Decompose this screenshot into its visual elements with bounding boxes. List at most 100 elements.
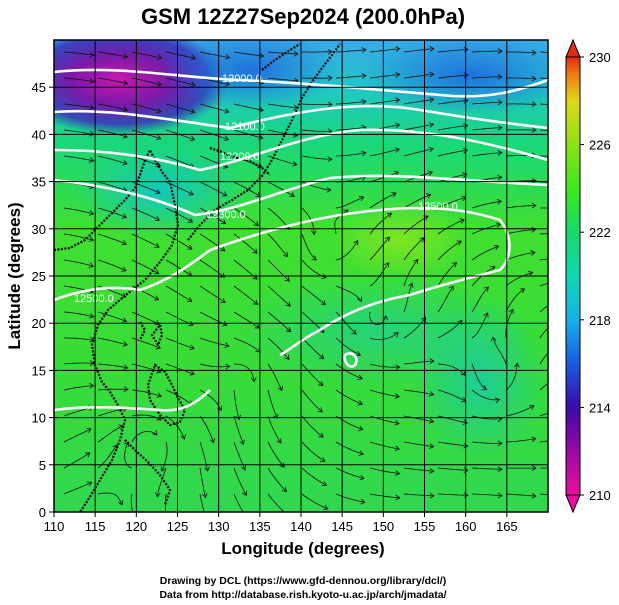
streamline-8 (335, 49, 366, 53)
streamline-arrow-67 (327, 156, 333, 163)
streamline-176 (437, 320, 463, 339)
streamline-104 (540, 207, 548, 209)
streamline-244 (199, 467, 206, 498)
streamline-arrow-114 (386, 212, 393, 218)
streamline-arrow-112 (311, 255, 317, 261)
streamline-arrow-47 (156, 134, 162, 141)
streamline-30 (63, 103, 94, 109)
streamline-arrow-98 (358, 195, 365, 202)
streamline-4 (199, 51, 230, 58)
streamline-arrow-0 (89, 51, 95, 58)
streamline-arrow-268 (531, 492, 537, 499)
streamline-arrow-219 (394, 420, 400, 426)
streamline-arrow-201 (273, 413, 279, 420)
streamline-arrow-137 (153, 295, 160, 301)
streamline-arrow-226 (118, 424, 124, 430)
streamline-arrow-60 (88, 157, 95, 163)
streamline-arrow-51 (293, 132, 299, 138)
contour-labels: 12000.0 12100.0 12200.0 12300.0 12500.0 … (74, 73, 458, 305)
streamline-128 (335, 240, 359, 261)
y-tick-label-10: 10 (32, 411, 46, 426)
streamline-229 (199, 441, 209, 472)
streamline-1 (97, 51, 128, 58)
streamline-151 (97, 311, 127, 322)
credit-drawing: Drawing by DCL (https://www.gfd-dennou.o… (160, 575, 446, 587)
streamline-11 (437, 49, 468, 53)
plot-area: 12000.0 12100.0 12200.0 12300.0 12500.0 … (54, 40, 560, 512)
streamline-233 (335, 441, 364, 455)
streamline-112 (301, 233, 317, 261)
streamline-231 (267, 441, 285, 468)
x-tick-label-150: 150 (372, 519, 394, 534)
streamline-36 (267, 103, 298, 109)
streamline-134 (539, 258, 548, 261)
streamline-10 (403, 48, 434, 53)
x-tick-label-145: 145 (331, 519, 353, 534)
streamline-arrow-192 (481, 385, 488, 391)
streamline-19 (199, 77, 230, 85)
streamline-arrow-131 (456, 240, 462, 246)
streamline-arrow-169 (224, 342, 230, 348)
streamline-264 (369, 493, 400, 499)
streamline-145 (403, 259, 419, 287)
streamline-57 (471, 127, 502, 131)
streamline-arrow-214 (209, 437, 215, 444)
streamline-31 (97, 103, 128, 111)
streamline-arrow-193 (490, 336, 497, 342)
streamline-arrow-97 (311, 230, 317, 236)
streamline-209 (539, 382, 548, 391)
streamline-arrow-247 (321, 481, 328, 487)
streamline-215 (233, 415, 244, 445)
streamline-257 (130, 493, 134, 512)
streamline-arrow-90 (88, 210, 95, 216)
streamline-arrow-172 (318, 354, 325, 360)
streamline-arrow-183 (189, 370, 195, 376)
streamline-arrow-158 (351, 329, 357, 335)
streamline-arrow-194 (555, 341, 560, 345)
streamline-226 (97, 425, 124, 443)
streamline-129 (369, 236, 390, 261)
y-axis-label: Latitude (degrees) (5, 202, 24, 349)
streamline-90 (63, 207, 94, 215)
streamline-arrow-43 (531, 101, 537, 108)
streamline-110 (233, 233, 258, 254)
streamline-216 (267, 415, 282, 444)
streamline-arrow-120 (88, 262, 95, 268)
streamline-16 (97, 77, 128, 84)
streamline-69 (369, 148, 400, 157)
streamline-232 (301, 441, 326, 462)
y-tick-label-5: 5 (39, 458, 46, 473)
streamline-170 (233, 337, 261, 353)
streamline-arrow-84 (393, 170, 400, 177)
streamline-33 (165, 103, 195, 113)
streamline-arrow-13 (531, 49, 537, 56)
colorbar: 210 214 218 222 226 230 (565, 38, 611, 514)
graticule (54, 40, 548, 512)
colorbar-tick-label-218: 218 (589, 313, 611, 328)
streamline-60 (63, 155, 94, 162)
streamline-193 (492, 337, 507, 365)
x-axis-ticks: 110 115 120 125 130 135 140 145 150 155 160 165 (44, 512, 518, 534)
streamline-arrow-159 (382, 315, 389, 321)
asia-coastline (54, 147, 180, 512)
streamline-148 (505, 272, 533, 287)
streamline-arrow-231 (279, 462, 285, 468)
streamline-arrow-217 (318, 432, 324, 438)
streamline-arrow-70 (428, 146, 434, 153)
streamline-140 (233, 285, 258, 305)
streamline-143 (335, 285, 362, 302)
streamline-arrow-133 (530, 250, 536, 256)
streamline-99 (369, 192, 397, 209)
contour-12500-north (54, 206, 511, 357)
streamline-arrow-212 (156, 415, 162, 421)
streamline-arrow-265 (429, 492, 435, 499)
streamline-arrow-151 (121, 317, 128, 323)
streamline-arrow-156 (285, 326, 292, 333)
streamline-123 (165, 259, 192, 276)
korea-coast (209, 146, 271, 176)
streamline-174 (369, 332, 399, 341)
streamline-arrow-86 (462, 172, 468, 178)
streamline-192 (471, 363, 487, 390)
contour-12000 (54, 68, 548, 98)
streamline-164 (539, 305, 548, 313)
